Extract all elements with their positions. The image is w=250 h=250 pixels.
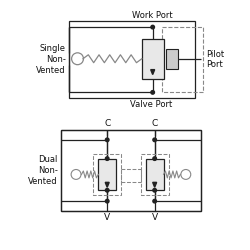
Text: C: C (104, 119, 110, 128)
Text: C: C (152, 119, 158, 128)
Circle shape (153, 199, 156, 203)
Circle shape (153, 138, 156, 141)
Bar (166, 49, 178, 69)
Bar (93, 154, 121, 195)
Text: Dual
Non-
Vented: Dual Non- Vented (28, 155, 58, 186)
Text: Pilot
Port: Pilot Port (206, 50, 224, 70)
Bar (61, 130, 201, 211)
Bar (69, 21, 195, 98)
Bar (162, 27, 203, 92)
Bar (146, 158, 164, 190)
Circle shape (151, 90, 154, 94)
Bar (142, 39, 164, 78)
Bar (141, 154, 169, 195)
Text: V: V (104, 213, 110, 222)
Text: Single
Non-
Vented: Single Non- Vented (36, 44, 66, 75)
Text: V: V (152, 213, 158, 222)
Circle shape (106, 199, 109, 203)
Polygon shape (153, 182, 157, 187)
Text: Work Port: Work Port (132, 11, 173, 20)
Circle shape (106, 138, 109, 141)
Text: Valve Port: Valve Port (130, 100, 172, 109)
Circle shape (106, 157, 109, 160)
Polygon shape (105, 182, 109, 187)
Polygon shape (151, 70, 155, 74)
Circle shape (153, 188, 156, 192)
Circle shape (151, 25, 154, 29)
Bar (98, 158, 116, 190)
Circle shape (153, 157, 156, 160)
Circle shape (106, 188, 109, 192)
